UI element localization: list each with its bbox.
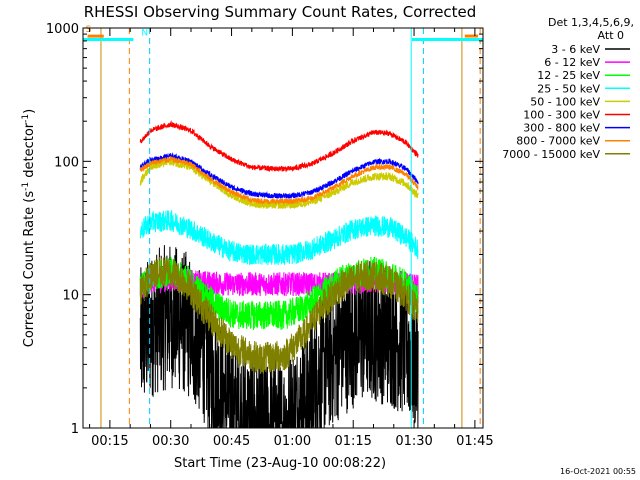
x-tick-label: 01:30 [395, 434, 432, 449]
x-tick-label: 01:15 [334, 434, 371, 449]
plot-frame [82, 27, 484, 429]
series-group [139, 120, 419, 429]
y-label-part: ) [22, 109, 37, 114]
marker-lines [100, 28, 481, 428]
flag-label: N [141, 28, 148, 38]
legend-entry: 100 - 300 keV [523, 109, 600, 122]
series-line [139, 156, 419, 206]
y-tick-label: 100 [54, 155, 79, 170]
x-axis-label: Start Time (23-Aug-10 00:08:22) [174, 456, 386, 471]
x-tick-label: 01:45 [456, 434, 493, 449]
series-line [139, 210, 419, 266]
legend-entry: 6 - 12 keV [544, 56, 600, 69]
y-label-sup: -1 [21, 182, 31, 191]
series-line [139, 152, 419, 199]
legend-entry: 12 - 25 keV [537, 69, 600, 82]
legend-entry: 300 - 800 keV [523, 122, 600, 135]
attenuator-label: Att 0 [598, 29, 624, 42]
detectors-label: Det 1,3,4,5,6,9, [548, 16, 634, 29]
legend-entry: 50 - 100 keV [530, 95, 600, 108]
y-axis: 1 10 100 1000 [46, 22, 483, 437]
legend-entry: 3 - 6 keV [551, 43, 600, 56]
x-tick-label: 01:00 [274, 434, 311, 449]
y-tick-label: 10 [62, 289, 79, 304]
y-tick-label: 1 [71, 422, 79, 437]
legend-entry: 25 - 50 keV [537, 82, 600, 95]
y-label-part: Corrected Count Rate (s [22, 191, 37, 348]
x-tick-label: 00:45 [213, 434, 250, 449]
y-label-sup: -1 [21, 114, 31, 123]
legend-entry: 7000 - 15000 keV [502, 148, 600, 161]
y-tick-label: 1000 [46, 22, 79, 37]
chart-title: RHESSI Observing Summary Count Rates, Co… [84, 3, 477, 21]
x-tick-label: 00:15 [91, 434, 128, 449]
series-line [139, 120, 419, 173]
y-axis-label: Corrected Count Rate (s-1 detector-1) [21, 109, 37, 347]
y-label-part: detector [22, 122, 37, 182]
x-axis: 00:15 00:30 00:45 01:00 01:15 01:30 01:45 [89, 28, 494, 449]
x-tick-label: 00:30 [152, 434, 189, 449]
flag-label: S [86, 25, 92, 35]
timestamp: 16-Oct-2021 00:55 [560, 467, 636, 476]
series-line [139, 256, 419, 375]
legend-entry: 800 - 7000 keV [516, 135, 600, 148]
